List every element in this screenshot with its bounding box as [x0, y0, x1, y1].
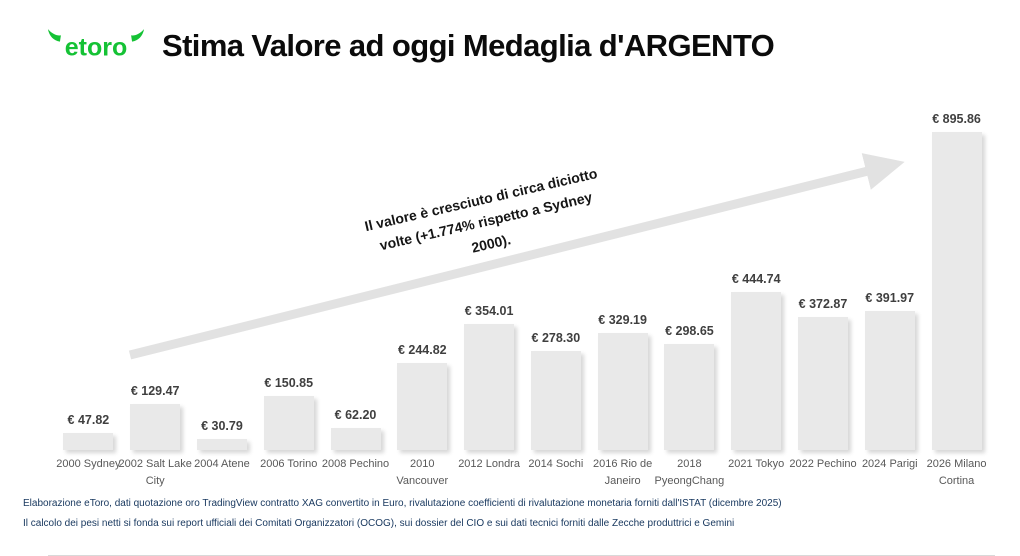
bar: [130, 404, 181, 450]
bar: [664, 343, 715, 450]
bar: [397, 363, 448, 450]
bar-column: € 298.65: [656, 324, 723, 450]
bar-column: € 150.85: [255, 376, 322, 450]
bar-column: € 372.87: [790, 297, 857, 450]
bar-column: € 278.30: [522, 331, 589, 450]
footer-note-1: Elaborazione eToro, dati quotazione oro …: [23, 498, 782, 509]
bar-column: € 354.01: [456, 304, 523, 450]
etoro-logo-icon: etoro: [47, 29, 145, 62]
category-label: 2022 Pechino: [789, 458, 857, 470]
category-label: 2021 Tokyo: [728, 458, 785, 470]
category-label: 2024 Parigi: [861, 458, 918, 470]
header: etoro Stima Valore ad oggi Medaglia d'AR…: [46, 26, 775, 66]
bar: [263, 396, 314, 450]
bar-value-label: € 47.82: [67, 413, 110, 427]
category-label: 2014 Sochi: [528, 458, 584, 470]
bar-column: € 329.19: [589, 313, 656, 450]
bar-value-label: € 444.74: [731, 271, 781, 286]
category-label: 2002 Salt Lake City: [118, 458, 192, 487]
category-label: 2006 Torino: [260, 458, 318, 470]
bar-value-label: € 895.86: [932, 111, 981, 126]
bar-value-label: € 30.79: [201, 419, 243, 434]
bar-value-label: € 391.97: [865, 290, 915, 305]
bar: [196, 439, 247, 450]
bar: [597, 333, 648, 450]
plot-area: € 47.82 € 129.47 € 30.79 € 150.85 € 62.20 € 2…: [55, 105, 990, 450]
bar-value-label: € 244.82: [397, 343, 447, 357]
bar-column: € 30.79: [189, 419, 256, 450]
bar: [530, 351, 581, 450]
bar-column: € 244.82: [389, 343, 456, 450]
bar: [464, 324, 515, 450]
bar-column: € 47.82: [55, 413, 122, 450]
category-label: 2018 PyeongChang: [654, 458, 725, 487]
bar-value-label: € 129.47: [130, 384, 180, 398]
category-label: 2010 Vancouver: [396, 458, 449, 487]
bar-value-label: € 298.65: [665, 323, 714, 338]
etoro-logo-text: etoro: [65, 34, 128, 62]
bar-value-label: € 150.85: [264, 376, 314, 391]
bar-column: € 895.86: [923, 111, 990, 450]
bar: [864, 310, 915, 450]
footer-note-2: Il calcolo dei pesi netti si fonda sui r…: [23, 518, 735, 529]
bar-chart: € 47.82 € 129.47 € 30.79 € 150.85 € 62.20 € 2…: [48, 105, 995, 556]
bar-value-label: € 354.01: [464, 304, 514, 319]
bar-value-label: € 372.87: [798, 297, 848, 312]
category-label: 2012 Londra: [458, 458, 520, 470]
bar: [731, 291, 782, 450]
page-title: Stima Valore ad oggi Medaglia d'ARGENTO: [162, 28, 775, 63]
category-label: 2008 Pechino: [321, 458, 390, 470]
footer: Elaborazione eToro, dati quotazione oro …: [23, 498, 782, 538]
bar-column: € 391.97: [856, 291, 923, 450]
bar: [330, 427, 381, 450]
bar-value-label: € 62.20: [334, 407, 377, 422]
category-label: 2004 Atene: [194, 458, 250, 470]
bar-column: € 129.47: [122, 384, 189, 450]
category-label: 2000 Sydney: [56, 458, 121, 470]
bar-column: € 444.74: [723, 272, 790, 450]
bar: [63, 433, 114, 450]
bar: [931, 131, 982, 450]
category-label: 2026 Milano Cortina: [926, 458, 987, 487]
category-label: 2016 Rio de Janeiro: [592, 458, 653, 487]
bar-value-label: € 278.30: [531, 331, 581, 346]
bar-value-label: € 329.19: [598, 313, 647, 327]
x-axis-labels: 2000 Sydney 2002 Salt Lake City 2004 Atene…: [55, 456, 990, 489]
bar: [797, 317, 848, 450]
etoro-logo: etoro: [46, 26, 146, 66]
bar-column: € 62.20: [322, 408, 389, 450]
